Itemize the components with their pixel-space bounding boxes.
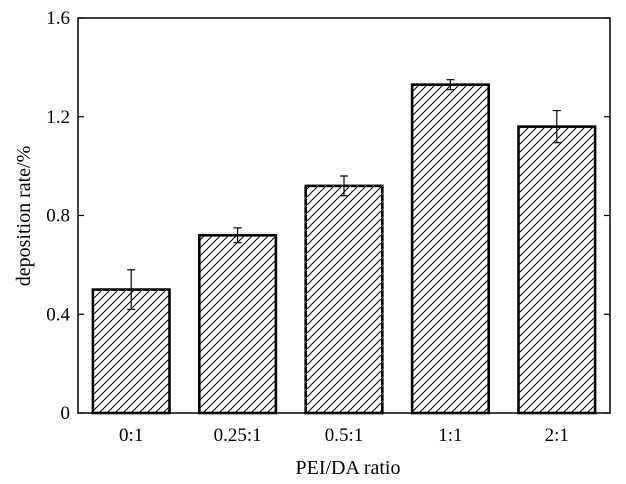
- x-tick-label: 2:1: [545, 425, 569, 446]
- y-tick-label: 0: [61, 403, 71, 424]
- y-axis-label: deposition rate/%: [13, 146, 35, 287]
- y-tick-label: 1.2: [46, 107, 70, 128]
- bar: [197, 233, 278, 415]
- y-tick-label: 0.8: [46, 206, 70, 227]
- bar: [517, 125, 597, 415]
- x-tick-label: 0:1: [119, 425, 143, 446]
- x-axis-label: PEI/DA ratio: [296, 457, 401, 479]
- bar: [304, 184, 384, 415]
- x-tick-label: 1:1: [438, 425, 462, 446]
- y-tick-label: 0.4: [46, 304, 70, 325]
- bar: [91, 288, 171, 415]
- x-tick-label: 0.25:1: [214, 425, 262, 446]
- x-tick-label: 0.5:1: [325, 425, 364, 446]
- y-tick-label: 1.6: [46, 8, 70, 29]
- bar: [410, 83, 491, 415]
